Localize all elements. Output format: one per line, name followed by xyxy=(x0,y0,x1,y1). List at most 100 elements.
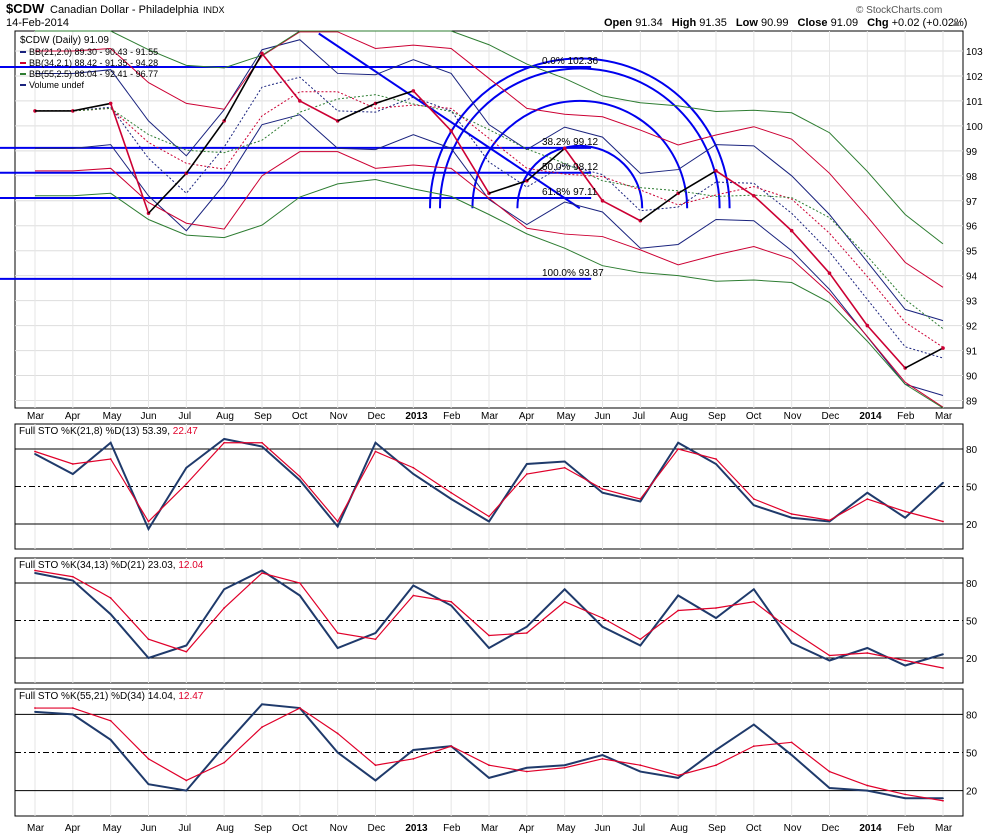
stoch3-d-point xyxy=(374,764,377,767)
legend-entry: BB(34,2.1) 88.42 - 91.35 - 94.28 xyxy=(29,58,158,68)
stoch2-k-point xyxy=(261,569,263,572)
stoch1-k-point xyxy=(715,463,717,465)
stoch2-k-point xyxy=(223,588,226,591)
price-segment xyxy=(450,130,490,194)
stoch2-k-point xyxy=(374,632,377,634)
stoch-level-label: 50 xyxy=(966,749,978,760)
stoch3-k-point xyxy=(866,789,869,792)
stoch2-k-point xyxy=(71,579,74,582)
price-point xyxy=(941,346,945,350)
month-label-bottom: May xyxy=(103,823,122,834)
price-segment xyxy=(866,325,906,369)
label-layer: 89 90 91 92 93 94 95 96 97 98 99 100 101 102 103 Mar Mar… xyxy=(19,35,983,834)
month-label: Dec xyxy=(822,411,840,422)
price-tick-label: 94 xyxy=(966,272,978,283)
stoch1-k-point xyxy=(185,466,188,469)
stoch1-k-point xyxy=(601,491,604,494)
fan-arc xyxy=(471,99,689,209)
stoch2-d-point xyxy=(525,632,528,634)
month-label-bottom: Mar xyxy=(935,823,953,834)
stoch3-d-point xyxy=(261,726,263,728)
stoch3-d-point xyxy=(185,779,188,782)
stoch2-d-point xyxy=(109,597,112,599)
stoch-k-value: 23.03, xyxy=(148,560,179,571)
stoch1-d-point xyxy=(147,520,150,523)
stoch1-d-point xyxy=(790,513,793,515)
stoch2-k-point xyxy=(298,594,301,597)
stoch1-k-point xyxy=(866,491,869,494)
chart-exchange: INDX xyxy=(203,5,225,15)
month-label: Dec xyxy=(368,411,386,422)
price-segment xyxy=(564,147,604,202)
stoch-d-value: 22.47 xyxy=(173,426,198,437)
bb21-middle-band xyxy=(35,76,944,359)
month-label: Sep xyxy=(254,411,272,422)
stoch3-k-point xyxy=(525,766,528,769)
stoch3-k-point xyxy=(223,745,226,748)
stoch2-d-point xyxy=(828,654,831,657)
price-segment xyxy=(223,53,263,122)
stoch3-d-point xyxy=(828,770,831,773)
stoch2-k-point xyxy=(942,653,944,656)
stoch1-d-point xyxy=(866,498,869,500)
stoch2-k-point xyxy=(904,664,907,667)
price-segment xyxy=(639,192,679,222)
stoch1-d-point xyxy=(412,466,415,469)
stoch2-k-point xyxy=(336,647,339,649)
fibonacci-label: 61.8% 97.11 xyxy=(542,187,598,198)
stoch2-d-point xyxy=(904,659,907,662)
stoch2-d-point xyxy=(147,638,150,641)
bb55-lower-band xyxy=(35,179,944,409)
bb34-middle-band xyxy=(35,91,944,348)
stoch3-d-point xyxy=(34,707,36,709)
price-segment xyxy=(828,272,868,327)
stoch3-k-point xyxy=(790,754,793,756)
stoch3-k-point xyxy=(34,710,36,713)
stoch1-k-point xyxy=(790,516,793,519)
stoch1-k-point xyxy=(639,500,642,503)
month-label: Aug xyxy=(670,411,688,422)
stoch2-d-point xyxy=(866,652,869,654)
stoch2-d-point xyxy=(563,600,566,603)
stoch1-d-point xyxy=(904,510,907,513)
stoch2-k-point xyxy=(601,625,604,628)
stoch3-panel-label: Full STO %K(55,21) %D(34) 14.04, 12.47 xyxy=(19,691,204,702)
month-label-bottom: Jun xyxy=(595,823,611,834)
price-segment xyxy=(677,170,717,194)
stoch1-k-point xyxy=(109,441,112,444)
stoch1-d-point xyxy=(185,483,188,485)
stoch1-d-point xyxy=(488,515,490,518)
price-segment xyxy=(72,102,111,112)
stoch-d-value: 12.04 xyxy=(178,560,203,571)
month-label: Nov xyxy=(784,411,802,422)
month-label-bottom: Feb xyxy=(897,823,915,834)
month-label-bottom: Mar xyxy=(481,823,499,834)
stoch2-k-point xyxy=(715,617,717,619)
price-segment xyxy=(715,170,755,197)
stoch1-k-point xyxy=(942,481,944,484)
stoch2-d-point xyxy=(374,638,377,641)
fibonacci-label: 100.0% 93.87 xyxy=(542,268,604,279)
chg-value: +0.02 (+0.02%) xyxy=(892,17,968,29)
month-label-bottom: May xyxy=(557,823,576,834)
stoch-level-label: 80 xyxy=(966,579,978,590)
price-tick-label: 99 xyxy=(966,147,978,158)
month-label: Mar xyxy=(935,411,953,422)
stoch3-d-point xyxy=(450,745,453,748)
stoch1-d-point xyxy=(261,441,263,444)
stoch3-k-point xyxy=(71,713,74,716)
stoch3-k-point xyxy=(412,749,415,751)
month-label-bottom: Jul xyxy=(632,823,645,834)
stoch-level-label: 50 xyxy=(966,617,978,628)
stoch1-panel-label: Full STO %K(21,8) %D(13) 53.39, 22.47 xyxy=(19,426,198,437)
stoch3-d-point xyxy=(677,774,680,777)
month-label-bottom: Oct xyxy=(292,823,308,834)
stoch1-d-point xyxy=(223,441,226,444)
ohlc-readout: Open 91.34 High 91.35 Low 90.99 Close 91… xyxy=(604,17,967,29)
month-label: Jul xyxy=(178,411,191,422)
month-label-bottom: Dec xyxy=(822,823,840,834)
stoch3-d-point xyxy=(525,770,528,773)
series-layer xyxy=(33,30,945,802)
stoch2-d-point xyxy=(71,575,74,578)
price-segment xyxy=(904,347,944,369)
